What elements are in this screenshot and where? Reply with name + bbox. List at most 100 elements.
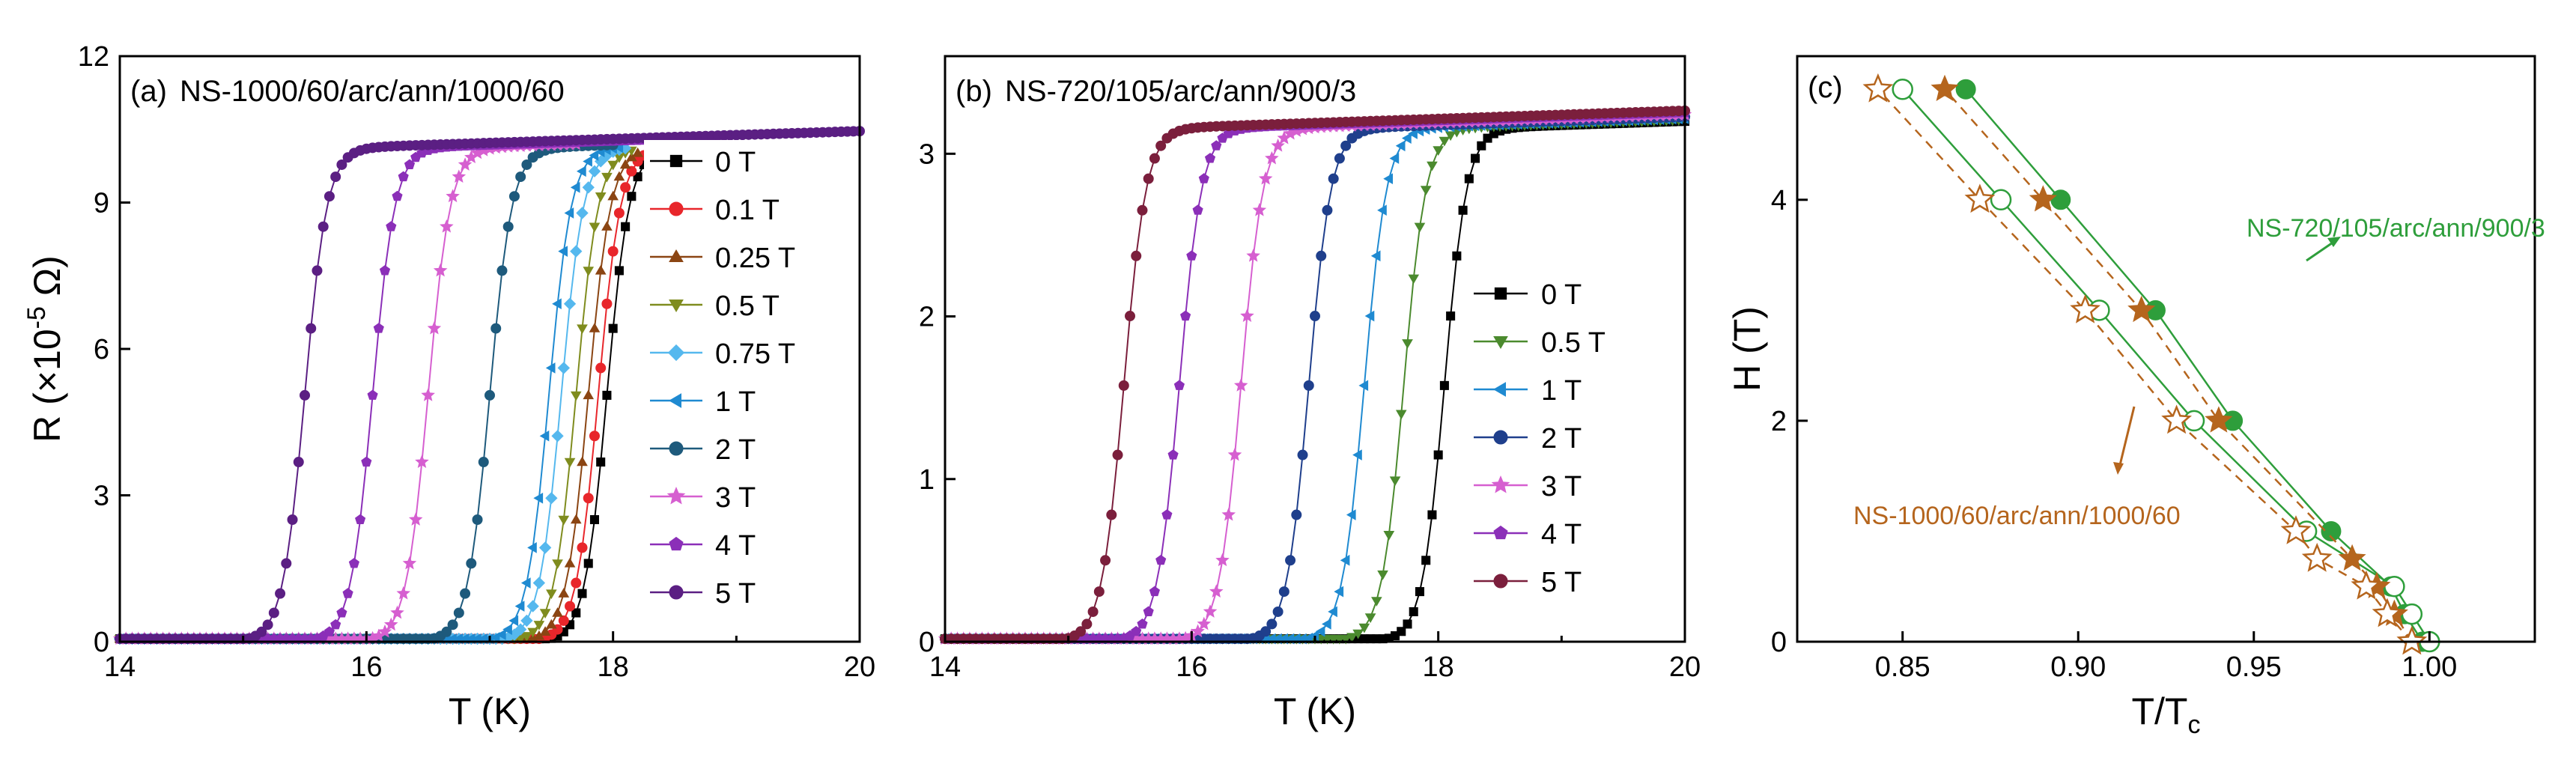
data-point [1272,606,1284,617]
data-point [614,266,624,276]
legend-marker [669,393,681,408]
y-label-exponent: -5 [22,306,51,329]
data-point [620,182,631,193]
legend-marker [667,344,685,362]
data-point [446,189,460,203]
data-point [1397,627,1406,636]
data-point [532,577,546,589]
data-point [514,623,527,636]
data-point [1334,153,1345,164]
data-point [466,558,477,569]
series-5t [940,105,1690,645]
data-point [390,605,404,619]
legend-label: 0.5 T [715,291,780,322]
data-point [583,156,592,167]
legend-marker [1494,287,1507,300]
data-point [398,171,409,182]
data-point [275,588,286,599]
data-point [1106,509,1117,520]
data-point [1395,140,1406,152]
data-point [2396,625,2428,655]
y-axis: 0 3 6 9 12 [78,41,130,658]
legend-marker [669,585,684,600]
data-point [421,388,435,401]
data-point [589,514,599,525]
data-point [1075,626,1087,637]
data-point [330,618,341,630]
series-line [120,144,613,640]
data-point [1964,183,1996,213]
series-2 [1892,79,2440,653]
x-axis: 14 16 18 20 T (K) [929,631,1701,732]
data-point [1180,310,1191,321]
data-point [318,221,329,232]
data-point [546,618,557,629]
data-point [570,181,580,193]
data-point [545,362,556,374]
data-point [1265,151,1279,165]
series-line [120,138,687,640]
data-point [1155,554,1167,565]
data-point [330,171,341,183]
data-point [1371,597,1382,607]
data-point [571,608,581,618]
data-point [396,586,411,600]
data-point [1173,380,1185,390]
legend-label: 0.1 T [715,195,780,226]
data-point [1278,586,1289,598]
series-0t [115,153,655,644]
data-point [1328,606,1337,618]
data-point [558,515,570,526]
data-point [1258,171,1273,185]
data-point [577,542,588,553]
data-point [377,624,392,638]
data-point [256,626,267,637]
data-point [520,577,531,589]
data-point [2070,294,2100,323]
fit-line [1944,88,2413,642]
legend-label: 3 T [715,482,756,514]
data-point [402,556,417,570]
data-point [1377,570,1388,580]
data-point [539,626,551,636]
x-tick-label: 20 [844,651,875,683]
data-point [589,323,601,332]
series-5t [115,126,865,645]
legend-label: 5 T [715,578,756,610]
data-point [1445,131,1456,142]
data-point [582,181,595,194]
data-point [595,264,607,275]
data-point [564,207,574,219]
x-tick-label: 1.00 [2402,651,2457,683]
data-point [552,559,563,569]
series-line [120,152,639,640]
y-tick-label: 1 [919,464,935,496]
data-point [613,207,625,219]
data-point [1352,449,1362,461]
data-point [577,324,588,335]
data-point [2205,406,2233,433]
data-point [527,542,537,553]
data-point [433,263,448,277]
y-axis: 0 2 4 H (T) [1726,185,1808,658]
data-point [577,456,588,466]
data-point [1352,629,1364,639]
legend-label: 5 T [1541,567,1582,598]
annotation-arrowhead [2113,462,2124,475]
data-point [589,431,600,442]
legend-item-0p75t: 0.75 T [644,332,846,372]
data-point [633,172,643,182]
data-point [496,629,506,640]
data-point [1346,509,1356,520]
data-point [1271,138,1285,152]
series-4t [114,133,693,644]
data-point [595,192,607,202]
panel-c: 0.85 0.90 0.95 1.00 T/Tc 0 2 4 H (T) (c) NS-720/10… [1726,55,2545,739]
data-point [306,323,317,334]
data-point [558,615,569,626]
x-axis-label: T (K) [449,690,531,732]
data-point [1340,140,1352,151]
y-tick-label: 6 [94,334,109,365]
data-point [632,147,643,157]
x-tick-label: 20 [1669,651,1701,683]
